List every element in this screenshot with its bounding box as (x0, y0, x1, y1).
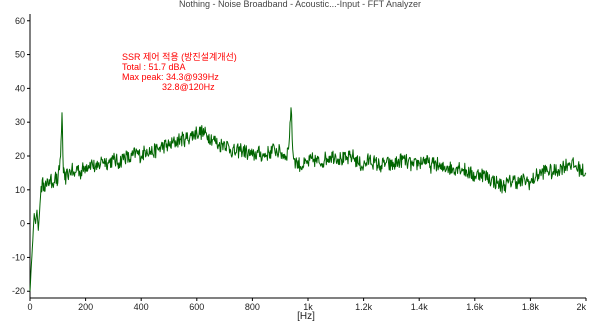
y-tick-label: -20 (12, 286, 25, 296)
x-tick-label: 1.2k (355, 302, 373, 312)
x-tick-label: 2k (576, 302, 586, 312)
x-axis-label: [Hz] (297, 311, 315, 322)
x-tick-label: 1k (303, 302, 313, 312)
x-tick-label: 1.8k (522, 302, 540, 312)
series-layer (29, 107, 587, 292)
x-tick-label: 1.6k (466, 302, 484, 312)
y-tick-label: 30 (15, 117, 25, 127)
x-tick-label: 400 (134, 302, 149, 312)
y-tick-label: -10 (12, 252, 25, 262)
x-tick-label: 800 (245, 302, 260, 312)
annotation-line: 32.8@120Hz (162, 82, 215, 92)
x-tick-label: 0 (27, 302, 32, 312)
y-tick-label: 20 (15, 151, 25, 161)
y-tick-label: 40 (15, 83, 25, 93)
y-tick-label: 50 (15, 50, 25, 60)
y-tick-label: 10 (15, 185, 25, 195)
spectrum-series-line (29, 107, 587, 292)
annotation-line: Total : 51.7 dBA (122, 62, 186, 72)
y-tick-label: 60 (15, 16, 25, 26)
x-tick-label: 1.4k (411, 302, 429, 312)
annotation-line: SSR 제어 적용 (방진설계개선) (122, 51, 237, 62)
chart-title: Nothing - Noise Broadband - Acoustic...-… (179, 0, 421, 9)
x-tick-label: 600 (189, 302, 204, 312)
y-tick-label: 0 (20, 219, 25, 229)
annotation-line: Max peak: 34.3@939Hz (122, 72, 219, 82)
x-tick-label: 200 (78, 302, 93, 312)
